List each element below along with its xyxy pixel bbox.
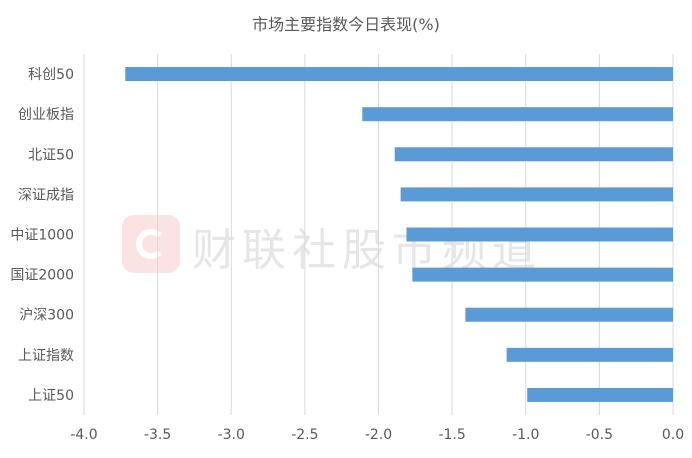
y-tick-label: 上证50 (28, 388, 74, 404)
x-tick-label: -2.5 (291, 427, 318, 443)
x-tick-label: -2.0 (365, 427, 392, 443)
x-tick-label: 0.0 (662, 427, 684, 443)
bar (465, 307, 673, 322)
chart-title: 市场主要指数今日表现(%) (252, 15, 440, 34)
y-tick-label: 北证50 (28, 147, 74, 163)
y-tick-label: 深证成指 (18, 187, 74, 203)
x-tick-label: -1.0 (512, 427, 539, 443)
y-tick-label: 国证2000 (10, 268, 74, 284)
y-tick-label: 上证指数 (18, 348, 74, 364)
bar (394, 147, 673, 162)
x-tick-label: -3.5 (144, 427, 171, 443)
bar (362, 107, 673, 122)
x-tick-label: -4.0 (70, 427, 97, 443)
bar (406, 227, 673, 242)
watermark-logo-icon (122, 215, 180, 273)
bar (412, 267, 673, 282)
y-tick-label: 创业板指 (18, 107, 74, 123)
bar (506, 347, 673, 362)
y-tick-label: 沪深300 (19, 308, 74, 324)
bar (527, 387, 673, 402)
x-tick-label: -1.5 (438, 427, 465, 443)
y-tick-label: 中证1000 (10, 228, 74, 244)
y-tick-label: 科创50 (28, 67, 74, 83)
bar (125, 67, 674, 82)
x-tick-label: -0.5 (586, 427, 613, 443)
x-tick-label: -3.0 (218, 427, 245, 443)
bar (400, 187, 673, 202)
